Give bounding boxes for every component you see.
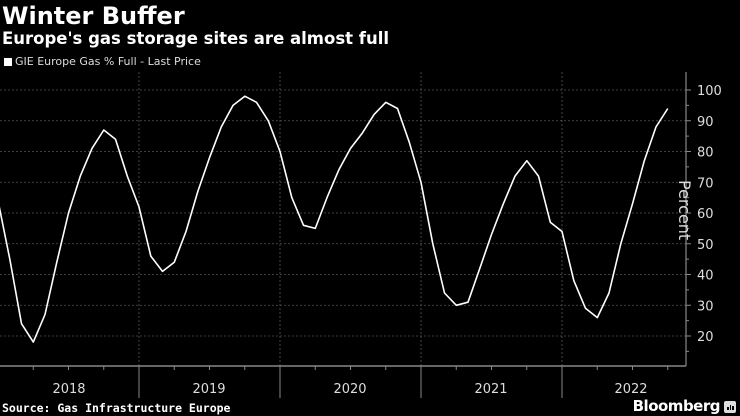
x-tick-label: 2018 [52,382,85,397]
x-tick-label: 2019 [192,382,225,397]
y-tick-label: 70 [697,176,714,191]
legend: GIE Europe Gas % Full - Last Price [4,55,201,68]
chart-title: Winter Buffer [2,2,185,30]
series-line [0,95,669,343]
x-tick-label: 2021 [474,382,507,397]
y-tick-label: 90 [697,115,714,130]
y-tick-label: 100 [697,84,722,99]
y-tick-label: 20 [697,330,714,345]
legend-swatch-icon [4,57,12,66]
x-tick-label: 2022 [614,382,647,397]
brand-logo: Bloomberg [632,397,721,415]
x-tick-label: 2020 [333,382,366,397]
y-tick-label: 80 [697,146,714,161]
x-axis: 2018 2019 2020 2021 2022 [0,365,686,398]
y-tick-label: 50 [697,238,714,253]
chart-subtitle: Europe's gas storage sites are almost fu… [2,29,390,48]
y-tick-label: 60 [697,207,714,222]
y-axis: 20 30 40 50 60 70 80 90 100 [685,72,722,366]
gridlines [0,72,686,366]
bloomberg-chart-icon [724,401,736,413]
y-tick-label: 40 [697,269,714,284]
y-axis-label: Percent [675,180,694,241]
legend-label: GIE Europe Gas % Full - Last Price [15,55,201,68]
y-tick-label: 30 [697,299,714,314]
source-note: Source: Gas Infrastructure Europe [2,401,231,415]
